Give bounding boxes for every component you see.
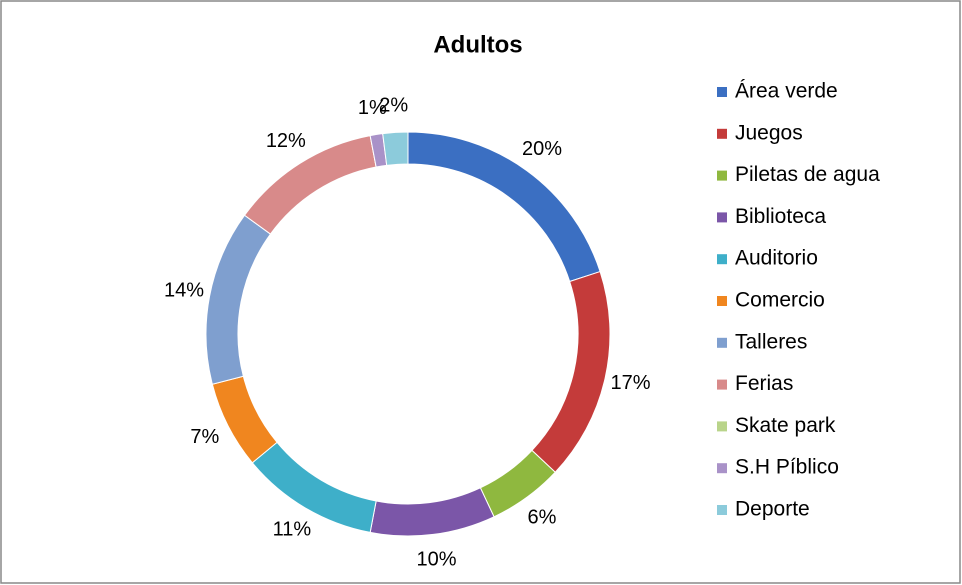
legend-swatch [717,337,727,348]
data-label: 14% [164,280,204,302]
data-label: 12% [266,130,306,152]
legend-label: Talleres [735,330,807,353]
donut-segment [382,131,409,166]
legend-swatch [717,296,727,306]
legend-label: Comercio [735,289,825,312]
data-label: 17% [610,372,650,394]
data-label: 2% [379,95,408,117]
legend-swatch [717,505,727,515]
legend-label: Ferias [735,372,793,395]
data-label: 1% [358,97,387,119]
chart-title: Adultos [433,31,522,58]
data-label: 20% [522,138,562,160]
legend-swatch [717,212,727,223]
data-label: 7% [190,426,219,448]
legend-swatch [717,421,727,432]
legend-label: Skate park [735,414,836,437]
data-label: 6% [528,507,557,529]
legend-swatch [717,254,727,265]
legend-swatch [717,170,727,181]
legend-swatch [717,463,727,474]
legend-swatch [717,128,727,139]
data-label: 11% [273,519,312,541]
legend-label: Juegos [735,121,803,144]
legend-label: Auditorio [735,247,818,270]
legend-label: S.H Píblico [735,456,839,479]
legend-label: Piletas de agua [735,163,880,186]
legend-label: Área verde [735,80,838,103]
legend-label: Deporte [735,498,810,521]
legend-swatch [717,87,727,97]
legend-swatch [717,379,727,390]
legend-label: Biblioteca [735,205,826,228]
data-label: 10% [417,548,457,570]
